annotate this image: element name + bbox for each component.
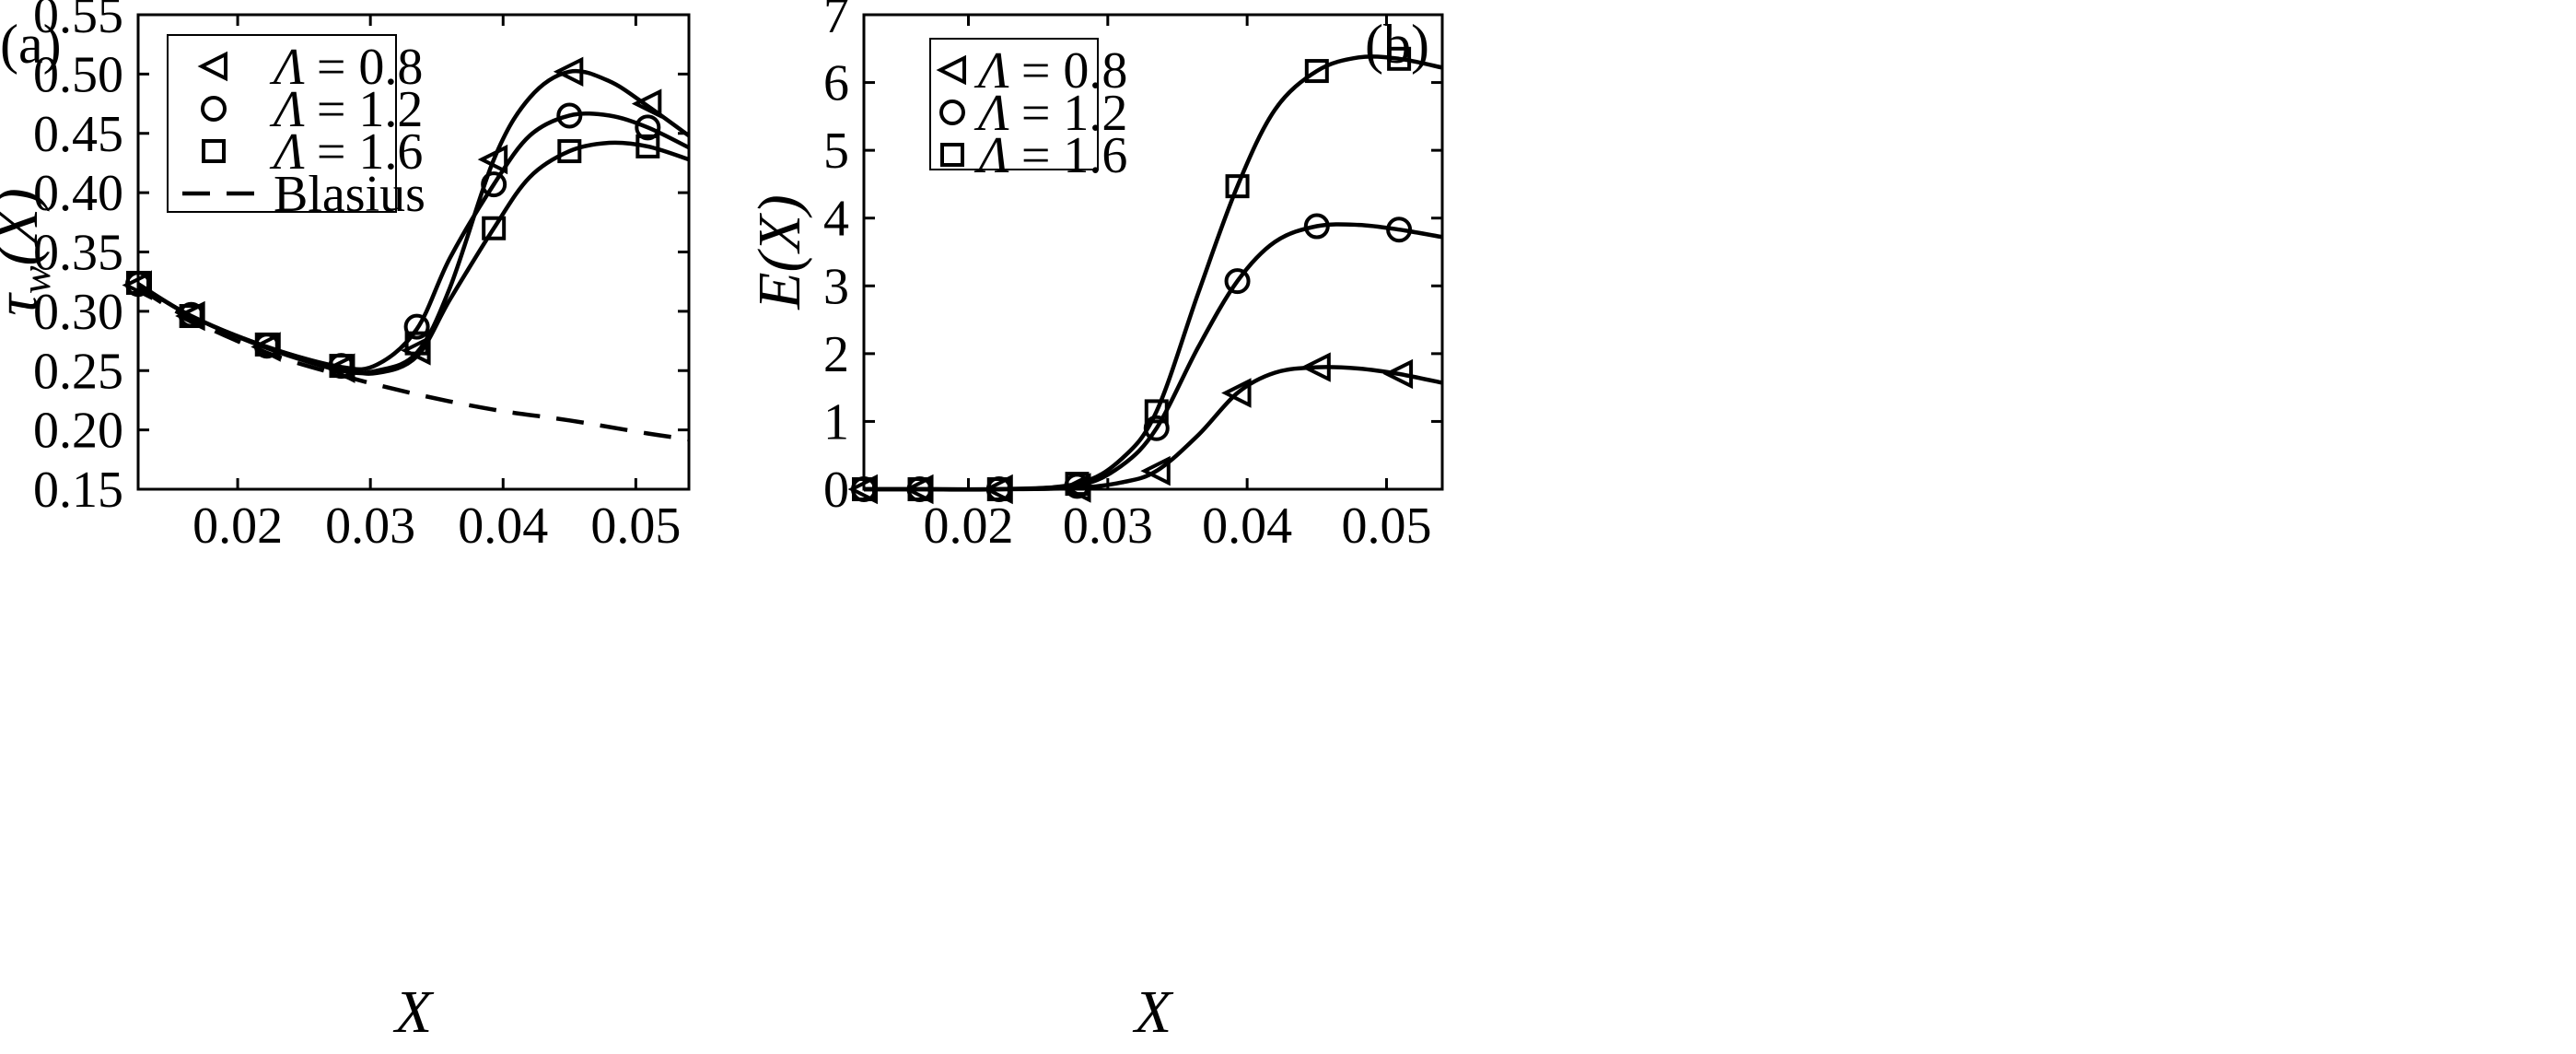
panel-a-ytick-label: 0.45 [33,106,123,163]
panel-a-legend-symbol-1: Λ [269,81,317,138]
panel-b-legend-marker-1 [939,100,965,125]
panel-b-legend-value-0: = 0.8 [1021,42,1128,100]
panel-a-series-2-line [136,140,690,376]
panel-b-series-0-point [1221,378,1252,408]
panel-b-series-2-point [1304,59,1329,84]
panel-a-series-2-point [635,134,660,158]
panel-b-xlabel: X [1132,978,1174,1046]
panel-a-ytick-label: 0.35 [33,225,123,282]
panel-b-ytick-label: 1 [823,393,849,451]
panel-a-xtick-label: 0.03 [325,498,415,555]
panel-a-legend-symbol-2: Λ [269,123,317,181]
panel-b-ytick-label: 0 [823,462,849,519]
panel-a-series-1-point [403,313,430,340]
panel-b-series-2-point [1225,174,1250,199]
panel-a-legend-value-3: Blasius [274,166,425,223]
panel-b-series-1-point [1303,213,1330,240]
panel-b-series-2-point [1144,399,1169,424]
panel-a-legend-symbol-0: Λ [269,39,317,96]
panel-a-series-2-point [404,331,429,356]
panel-b-series-0-point [1382,358,1414,390]
panel-a-ytick-label: 0.30 [33,284,123,341]
panel-b-series-0-point [1140,455,1171,486]
panel-b-axes-frame [862,13,1444,491]
panel-a-ylabel: τw(X) [0,188,59,316]
panel-b-legend-label-1: Λ = 1.2 [973,85,1127,142]
panel-a-series-2-point [557,139,582,164]
panel-a-ytick-label: 0.15 [33,462,123,519]
panel-b-legend-symbol-2: Λ [973,127,1021,184]
panel-b-xtick-label: 0.04 [1202,498,1292,555]
panel-a-legend-label-3: Blasius [274,166,425,223]
panel-a-ylabel-sub: w [12,265,59,294]
panel-b-series-2-point [1387,46,1412,71]
panel-a-series-0-point [477,144,508,175]
panel-a-series-2-point [482,216,507,240]
panel-b-ytick-label: 4 [823,191,849,248]
panel-a-xtick-label: 0.04 [458,498,548,555]
panel-b-series-1-line [864,222,1443,492]
panel-b-ylabel: E(X) [746,194,813,310]
panel-a: (a) 0.02 0.03 0.04 0.05 0.150.200.250.300.35… [0,0,691,1046]
panel-b-legend-symbol-0: Λ [973,42,1021,100]
panel-b-xtick-label: 0.03 [1063,498,1153,555]
panel-a-legend-marker-0 [197,51,227,82]
panel-b-legend-symbol-1: Λ [973,85,1021,142]
panel-b-legend-value-2: = 1.6 [1021,127,1128,184]
panel-b-ytick-label: 3 [823,258,849,315]
panel-b-axis-titles: X E(X) [746,194,1174,1046]
panel-b-ticks: 0.02 0.03 0.04 0.05 0 1 2 3 4 5 6 7 [823,0,1442,555]
panel-a-xtick-label: 0.02 [192,498,283,555]
panel-b-series-0-point [1300,352,1331,382]
panel-b-ytick-label: 7 [823,0,849,44]
panel-b-label: (b) [1365,14,1429,75]
panel-b-series-1-point [1224,268,1251,295]
panel-b-legend-marker-0 [936,54,966,86]
panel-a-ytick-label: 0.25 [33,343,123,400]
panel-b-ytick-label: 6 [823,55,849,112]
panel-a-series-1-point [556,102,583,129]
panel-a-ylabel-arg: (X) [0,188,51,265]
panel-b-xtick-label: 0.02 [923,498,1013,555]
panel-a-label: (a) [0,14,62,75]
panel-a-xlabel: X [392,978,435,1046]
panel-a-ytick-label: 0.50 [33,46,123,103]
panel-a-legend-value-1: = 1.2 [317,81,424,138]
panel-b-legend: Λ = 0.8Λ = 1.2Λ = 1.6 [929,38,1127,184]
panel-a-axis-titles: X τw(X) [0,188,435,1046]
panel-b-xtick-label: 0.05 [1341,498,1431,555]
panel-b-ytick-label: 2 [823,326,849,383]
panel-a-legend-value-2: = 1.6 [317,123,424,181]
panel-a-ylabel-main: τ [0,292,51,316]
panel-a-ytick-label: 0.40 [33,165,123,222]
panel-a-series-1-point [481,171,507,198]
panel-a-ticks: 0.02 0.03 0.04 0.05 0.150.200.250.300.350.40… [33,0,689,555]
panel-a-series-0-point [631,88,662,119]
panel-a-series [122,56,691,442]
panel-a-legend-label-2: Λ = 1.6 [269,123,423,181]
panel-a-ytick-label: 0.55 [33,0,123,44]
panel-a-series-1-point [635,114,661,141]
panel-a-ytick-label: 0.20 [33,403,123,460]
panel-b-legend-value-1: = 1.2 [1021,85,1128,142]
panel-a-legend-value-0: = 0.8 [317,39,424,96]
panel-b-series-0-line [864,365,1443,492]
panel-a-xtick-label: 0.05 [590,498,681,555]
panel-a-legend-marker-1 [201,96,227,122]
panel-b-legend-marker-2 [940,143,964,167]
panel-b-series-1-point [1386,217,1413,243]
panel-a-axes-frame [136,13,691,491]
panel-a-legend-label-1: Λ = 1.2 [269,81,423,138]
panel-a-series-3-line [136,286,690,442]
panel-a-legend-label-0: Λ = 0.8 [269,39,423,96]
panel-b-ytick-label: 5 [823,123,849,180]
panel-b: (b) 0.02 0.03 0.04 0.05 0 1 2 3 4 5 6 7 X E(X) Λ = … [746,0,1444,1046]
panel-b-legend-label-0: Λ = 0.8 [973,42,1127,100]
panel-b-legend-label-2: Λ = 1.6 [973,127,1127,184]
panel-a-series-0-point [553,56,584,88]
panel-a-legend-marker-2 [202,139,226,163]
panel-b-series-2-point [1065,472,1090,497]
